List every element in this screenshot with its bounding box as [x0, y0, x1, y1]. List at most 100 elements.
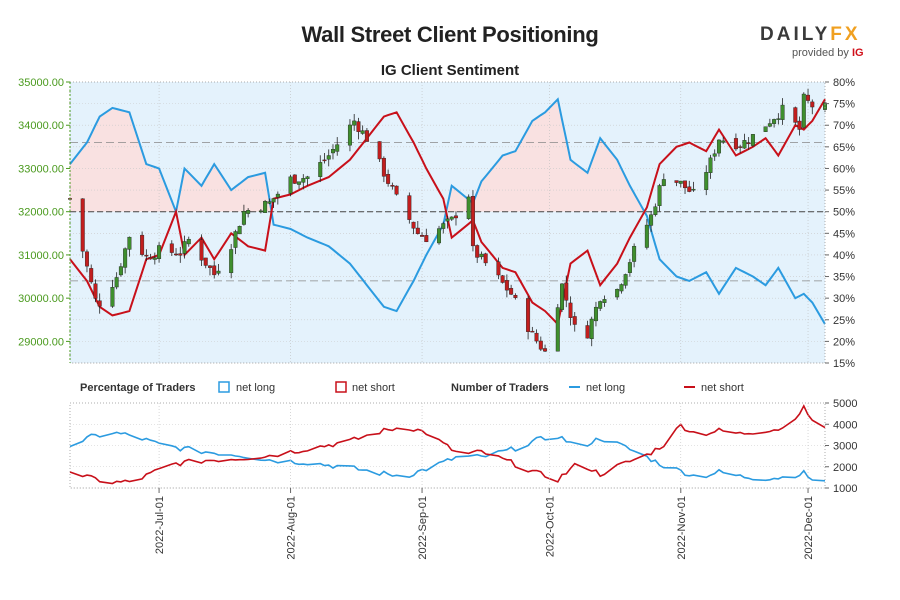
dailyfx-logo: DAILYFX provided by IG [760, 24, 870, 59]
candle-body [347, 124, 352, 146]
sub-tick-label: 2000 [833, 462, 857, 474]
candle-body [301, 178, 306, 183]
price-tick-label: 29000.00 [18, 336, 64, 348]
candle-body [381, 157, 386, 177]
logo-provided-by-text: provided by [792, 47, 849, 59]
candle-body [127, 236, 132, 250]
candle-body [704, 172, 709, 190]
candle-body [263, 201, 268, 213]
candle-body [157, 245, 162, 259]
candle-body [203, 257, 208, 266]
candle-body [691, 188, 696, 191]
candle-body [178, 253, 183, 256]
candle-body [356, 121, 361, 132]
candle-body [653, 206, 658, 215]
candle-body [750, 134, 755, 146]
candle-body [555, 307, 560, 352]
x-tick-label: 2022-Nov-01 [676, 496, 688, 560]
candle-body [733, 138, 738, 150]
candle-body [572, 316, 577, 325]
candle-body [275, 193, 280, 198]
candle-body [330, 149, 335, 154]
logo-wordmark: DAILYFX [760, 24, 870, 46]
sentiment-tick-label: 80% [833, 77, 855, 89]
candle-body [568, 302, 573, 318]
candle-body [644, 224, 649, 248]
sentiment-tick-label: 55% [833, 185, 855, 197]
candle-body [560, 283, 565, 310]
candle-body [364, 130, 369, 142]
candle-body [543, 348, 548, 352]
sentiment-tick-label: 60% [833, 163, 855, 175]
candle-body [148, 257, 153, 260]
candle-body [453, 215, 458, 219]
candle-body [466, 196, 471, 219]
candle-body [407, 195, 412, 220]
candle-body [420, 235, 425, 237]
candle-body [89, 268, 94, 283]
candle-body [212, 265, 217, 276]
candle-body [674, 180, 679, 183]
candle-body [496, 261, 501, 276]
chart-title: Wall Street Client Positioning [301, 22, 599, 47]
candle-body [386, 174, 391, 184]
price-tick-label: 34000.00 [18, 120, 64, 132]
candle-body [216, 270, 221, 274]
main-panel-frame [69, 81, 826, 364]
candle-body [475, 245, 480, 258]
candle-body [80, 198, 85, 252]
candle-body [233, 231, 238, 248]
candle-body [513, 295, 518, 298]
candle-body [322, 159, 327, 162]
legend-long-swatch [218, 381, 230, 393]
candle-body [144, 254, 149, 257]
candle-body [174, 253, 179, 256]
candle-body [632, 246, 637, 262]
logo-provider: provided by IG [760, 47, 870, 59]
candle-body [780, 104, 785, 120]
candle-body [169, 243, 174, 253]
candle-body [394, 185, 399, 195]
candle-body [445, 218, 450, 222]
candle-body [93, 283, 98, 299]
sentiment-tick-label: 70% [833, 120, 855, 132]
candle-body [746, 142, 751, 145]
sentiment-tick-label: 50% [833, 207, 855, 219]
candle-body [305, 176, 310, 179]
candle-body [140, 234, 145, 255]
candle-body [114, 277, 119, 288]
candle-body [793, 107, 798, 123]
candle-body [241, 211, 246, 225]
net-short-count-line [69, 404, 826, 485]
candle-body [598, 301, 603, 309]
candle-body [415, 227, 420, 234]
candle-body [123, 248, 128, 268]
candle-body [742, 140, 747, 149]
candle-body [687, 186, 692, 192]
candle-body [708, 157, 713, 173]
candle-body [589, 318, 594, 340]
candle-body [199, 239, 204, 261]
logo-accent-text: FX [830, 24, 861, 45]
candle-body [823, 102, 827, 110]
candle-body [585, 325, 590, 339]
candle-body [437, 228, 442, 244]
candle-body [772, 119, 777, 124]
candle-body [661, 179, 666, 186]
candle-body [530, 330, 535, 333]
logo-main-text: DAILY [760, 24, 831, 45]
price-tick-label: 31000.00 [18, 250, 64, 262]
candle-body [657, 185, 662, 206]
candle-body [776, 118, 781, 120]
candle-body [683, 180, 688, 189]
legend-short-line-label: net short [701, 382, 744, 394]
candle-body [763, 126, 768, 132]
price-tick-label: 33000.00 [18, 163, 64, 175]
net-long-count-line [69, 431, 826, 482]
candle-body [318, 162, 323, 177]
sentiment-tick-label: 45% [833, 228, 855, 240]
price-tick-label: 35000.00 [18, 77, 64, 89]
sentiment-tick-label: 30% [833, 293, 855, 305]
candle-body [292, 174, 297, 184]
candle-body [424, 235, 429, 243]
